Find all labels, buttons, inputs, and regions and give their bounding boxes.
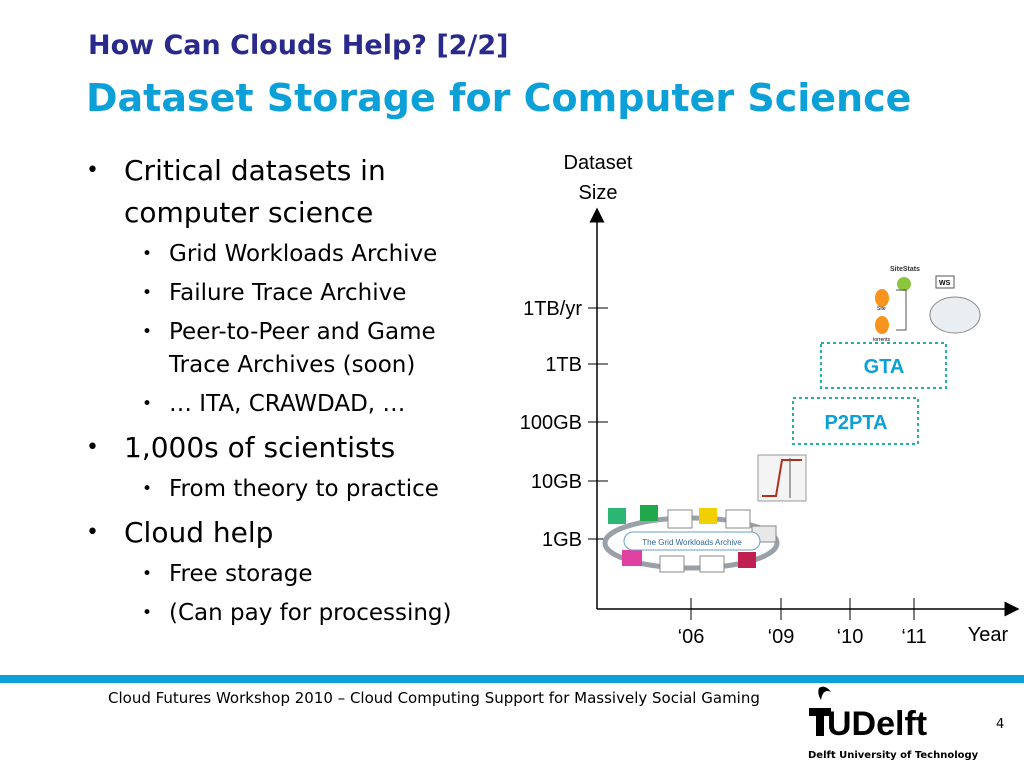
grid-workloads-archive-image: The Grid Workloads Archive [602,505,780,573]
sub-bullet: … ITA, CRAWDAD, … [86,388,506,421]
ws-label: WS [939,280,951,287]
bullet-critical-datasets: Critical datasets in computer science [86,150,444,234]
tudelft-subtitle: Delft University of Technology [808,750,979,761]
failure-trace-archive-image [757,454,807,502]
x-tick-label: ‘11 [901,626,926,648]
torrents-label: torrents [873,337,890,343]
y-tick-label: 100GB [520,412,582,434]
y-tick-label: 1GB [542,529,582,551]
sub-bullet: Peer-to-Peer and Game Trace Archives (so… [86,316,469,382]
tudelft-logo-text: UDelft [827,705,927,743]
title-main: Dataset Storage for Computer Science [86,76,912,120]
gta-box [820,342,947,389]
dataset-size-chart: Dataset Size Year 1GB10GB100GB1TB1TB/yr … [520,152,1020,648]
y-tick-label: 1TB [545,354,582,376]
bullet-list: Critical datasets in computer science Gr… [86,150,506,636]
site-label: Site [877,306,886,312]
page-number: 4 [996,717,1005,732]
bullet-cloud-help: Cloud help [86,512,506,554]
y-tick-label: 1TB/yr [523,298,582,320]
x-axis-label: Year [968,624,1009,646]
p2pta-box [792,397,919,445]
y-axis-label-line2: Size [579,182,618,204]
title-top: How Can Clouds Help? [2/2] [88,30,509,61]
x-tick-label: ‘10 [837,626,864,648]
footer-text: Cloud Futures Workshop 2010 – Cloud Comp… [108,689,760,707]
tudelft-logo: UDelft [809,686,927,743]
sitestats-title: SiteStats [890,266,920,273]
sub-bullet: (Can pay for processing) [86,597,506,630]
footer-bar [0,675,1024,683]
x-tick-label: ‘06 [678,626,705,648]
bullet-scientists: 1,000s of scientists [86,427,506,469]
gta-label: GTA [864,356,905,378]
sub-bullet: Free storage [86,558,506,591]
p2pta-label: P2PTA [825,412,888,434]
gwa-title: The Grid Workloads Archive [642,538,742,547]
sitestats-image: SiteStats WS Site torrents [873,266,981,343]
y-ticks: 1GB 10GB 100GB 1TB 1TB/yr [520,298,608,551]
sub-bullet: Failure Trace Archive [86,277,506,310]
y-axis-label-line1: Dataset [564,152,633,174]
x-ticks: ‘06 ‘09 ‘10 ‘11 [678,598,927,648]
x-tick-label: ‘09 [768,626,795,648]
sub-bullet: Grid Workloads Archive [86,238,506,271]
sub-bullet: From theory to practice [86,473,506,506]
y-tick-label: 10GB [531,471,582,493]
